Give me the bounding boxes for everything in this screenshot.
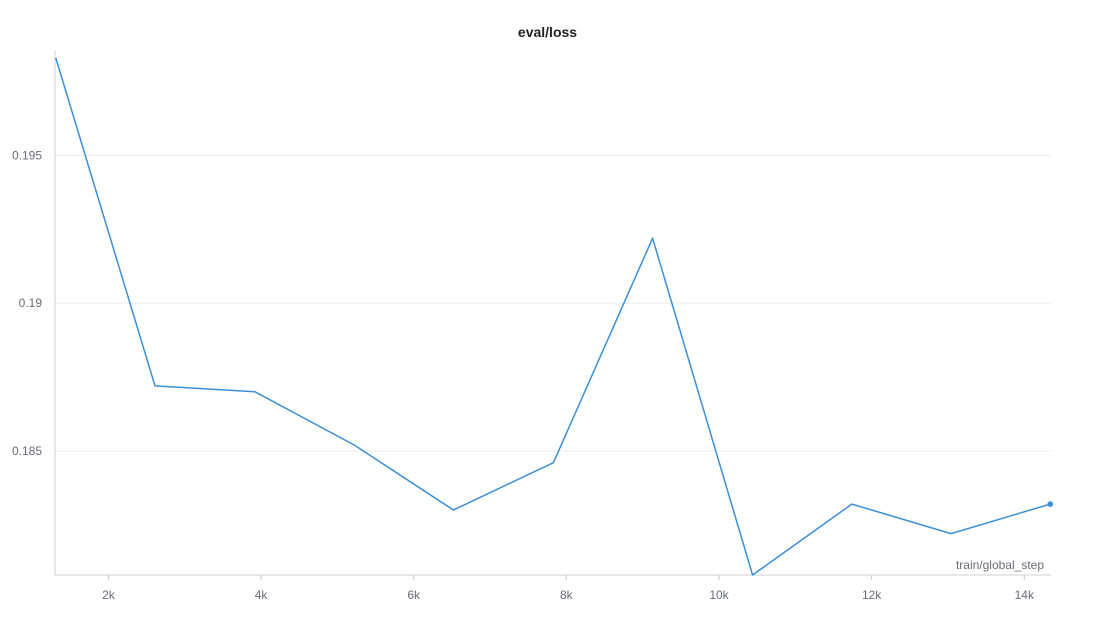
data-point[interactable] (152, 383, 157, 388)
x-tick-label: 4k (255, 588, 269, 602)
axes (54, 50, 1051, 580)
data-point[interactable] (949, 531, 954, 536)
data-point[interactable] (551, 460, 556, 465)
data-point[interactable] (849, 502, 854, 507)
x-tick-label: 8k (560, 588, 574, 602)
x-axis-title: train/global_step (956, 558, 1044, 572)
data-point[interactable] (451, 508, 456, 513)
x-tick-label: 12k (862, 588, 882, 602)
last-data-point[interactable] (1047, 501, 1054, 507)
x-tick-label: 6k (407, 588, 421, 602)
x-tick-labels: 2k 4k 6k 8k 10k 12k 14k (102, 588, 1035, 602)
x-tick-label: 2k (102, 588, 116, 602)
y-tick-label: 0.19 (19, 296, 43, 310)
y-tick-labels: 0.185 0.19 0.195 (12, 148, 42, 457)
data-point[interactable] (352, 443, 357, 448)
series-group[interactable] (53, 55, 1054, 578)
chart-title: eval/loss (517, 24, 578, 40)
y-tick-label: 0.195 (12, 148, 42, 162)
data-point[interactable] (750, 573, 755, 578)
y-tick-label: 0.185 (12, 444, 42, 458)
data-point[interactable] (650, 236, 655, 241)
x-tick-label: 14k (1015, 588, 1035, 602)
data-point[interactable] (252, 389, 257, 394)
series-line[interactable] (55, 57, 1051, 576)
data-point[interactable] (53, 55, 58, 60)
gridlines (55, 154, 1051, 452)
x-tick-label: 10k (709, 588, 729, 602)
